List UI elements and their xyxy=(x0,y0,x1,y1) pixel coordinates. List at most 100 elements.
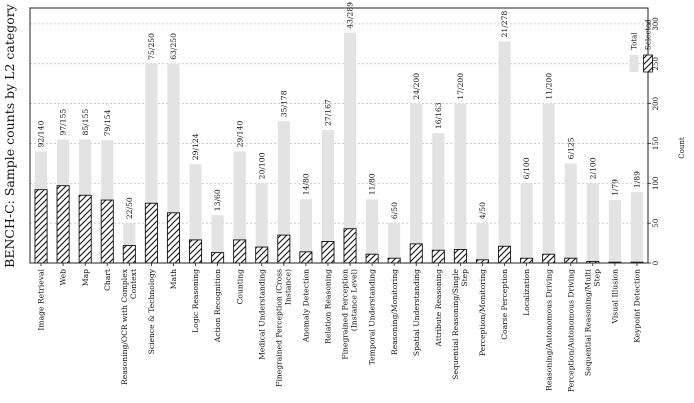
data-label: 11/80 xyxy=(368,173,377,195)
total-bar xyxy=(189,164,202,263)
x-tick-label: Logic Reasoning xyxy=(191,269,200,333)
total-bar xyxy=(498,41,511,263)
data-label: 27/167 xyxy=(324,99,333,126)
selected-bar xyxy=(453,249,467,264)
data-label: 4/50 xyxy=(478,202,487,219)
legend-label: Selected xyxy=(645,19,653,50)
x-tick-label: Counting xyxy=(235,269,244,305)
y-tick-label: 0 xyxy=(652,261,660,265)
x-tick-label: Map xyxy=(81,269,90,286)
selected-bar xyxy=(431,249,445,264)
total-bar xyxy=(564,163,577,263)
y-axis-label: Count xyxy=(678,137,686,159)
x-tick-label: Spatial Understanding xyxy=(412,269,421,356)
selected-bar xyxy=(365,253,379,264)
data-label: 21/278 xyxy=(500,11,509,38)
x-tick-label: Anomaly Detection xyxy=(301,269,310,343)
x-tick-label: Action Recognition xyxy=(213,269,222,343)
y-tick-label: 300 xyxy=(652,17,660,30)
data-label: 1/79 xyxy=(610,179,619,196)
data-label: 24/200 xyxy=(412,73,421,100)
y-tick-label: 250 xyxy=(652,57,660,70)
selected-bar xyxy=(343,228,357,264)
y-tick-label: 200 xyxy=(652,97,660,110)
data-labels: 92/140 97/155 85/155 79/154 22/50 75/250 63/25… xyxy=(37,2,642,219)
total-bar xyxy=(454,103,467,263)
y-tick-label: 100 xyxy=(652,177,660,190)
x-tick-label: Attribute Reasoning xyxy=(434,269,443,348)
x-tick-label: Keypoint Detection xyxy=(633,269,642,343)
data-label: 29/124 xyxy=(191,133,200,160)
data-label: 2/100 xyxy=(588,157,597,179)
selected-bar xyxy=(409,243,423,264)
data-label: 11/200 xyxy=(544,73,553,100)
total-bar xyxy=(432,133,445,263)
legend: Total Selected xyxy=(629,19,653,73)
total-bar xyxy=(343,32,357,263)
data-label: 79/154 xyxy=(103,109,112,136)
selected-bar xyxy=(166,212,180,264)
selected-bar xyxy=(498,245,512,264)
data-label: 85/155 xyxy=(81,109,90,136)
data-label: 6/100 xyxy=(522,157,531,179)
data-label: 29/140 xyxy=(235,121,244,148)
total-bar xyxy=(233,151,246,263)
selected-bar xyxy=(277,234,291,264)
total-bar xyxy=(321,129,335,263)
x-tick-label: Relation Reasoning xyxy=(324,269,333,344)
selected-bar xyxy=(233,239,247,264)
x-tick-label: Web xyxy=(59,269,68,286)
data-label: 92/140 xyxy=(37,121,46,148)
selected-bar xyxy=(564,257,578,264)
data-label: 17/200 xyxy=(456,73,465,100)
x-tick-label: Finegrained Perception (CrossInstance) xyxy=(274,269,292,387)
selected-bar xyxy=(321,241,335,264)
legend-swatch xyxy=(629,55,639,72)
selected-bar xyxy=(387,257,401,264)
total-bar xyxy=(476,223,489,263)
data-label: 6/50 xyxy=(390,202,399,219)
x-tick-label: Localization xyxy=(522,269,531,316)
y-tick-label: 50 xyxy=(652,219,660,228)
selected-bar xyxy=(520,257,534,264)
chart-title: BENCH-C: Sample counts by L2 category xyxy=(2,3,17,268)
data-label: 6/125 xyxy=(566,137,575,159)
selected-bar xyxy=(299,251,313,264)
x-tick-label: Reasoning/Monitoring xyxy=(390,269,399,355)
x-tick-label: Reasoning/Autonomous Driving xyxy=(544,269,553,391)
x-tick-label: Math xyxy=(169,269,178,289)
selected-bar xyxy=(100,199,114,264)
total-bar xyxy=(410,103,423,263)
plot-frame xyxy=(29,7,649,264)
data-label: 35/178 xyxy=(279,90,288,117)
data-label: 14/80 xyxy=(301,173,310,195)
y-tick-label: 150 xyxy=(652,137,660,150)
grid-lines xyxy=(30,23,648,224)
selected-bar xyxy=(56,185,70,264)
y-axis-ticks: 0 50 100 150 200 250 300 xyxy=(648,17,660,265)
total-bar xyxy=(520,183,533,263)
total-bar xyxy=(299,199,312,263)
data-label: 43/289 xyxy=(346,2,355,29)
legend-label: Total xyxy=(631,32,639,50)
bars xyxy=(34,32,644,264)
total-bar xyxy=(608,200,621,263)
x-tick-label: Perception/Monitoring xyxy=(478,269,487,356)
total-bar xyxy=(255,183,268,263)
x-tick-label: Visual Illusion xyxy=(610,269,619,325)
x-tick-label: Perception/Autonomous Driving xyxy=(566,269,575,392)
selected-bar xyxy=(122,245,136,264)
total-bar xyxy=(542,103,555,263)
x-tick-label: Reasoning/OCR with ComplexContext xyxy=(120,268,138,385)
selected-bar xyxy=(255,246,269,264)
total-bar xyxy=(630,192,644,263)
legend-swatch xyxy=(643,54,653,73)
selected-bar xyxy=(189,239,203,264)
x-tick-label: Finegrained Perception(Instance Level) xyxy=(341,269,359,360)
x-tick-label: Chart xyxy=(103,269,112,291)
data-label: 1/89 xyxy=(633,171,642,188)
total-bar xyxy=(586,183,599,263)
x-tick-label: Science & Technology xyxy=(147,268,156,354)
x-axis-labels: Image Retrieval Web Map Chart Reasoning/OCR … xyxy=(37,263,642,392)
data-label: 16/163 xyxy=(434,102,443,129)
